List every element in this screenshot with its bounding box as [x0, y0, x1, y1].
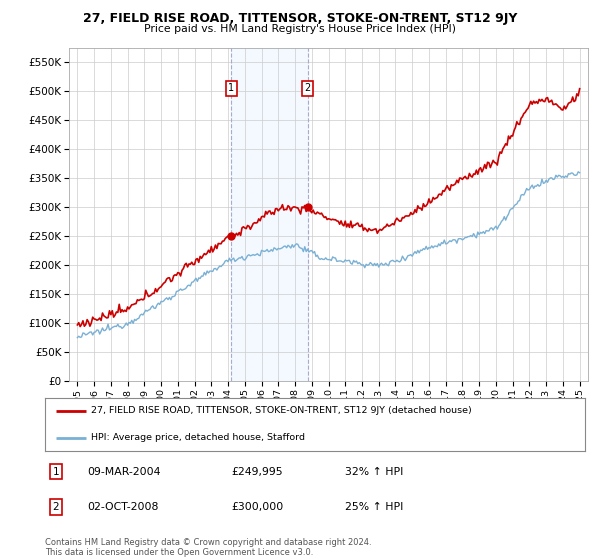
- Text: 32% ↑ HPI: 32% ↑ HPI: [345, 466, 403, 477]
- Text: 2: 2: [52, 502, 59, 512]
- Text: Contains HM Land Registry data © Crown copyright and database right 2024.
This d: Contains HM Land Registry data © Crown c…: [45, 538, 371, 557]
- Text: 25% ↑ HPI: 25% ↑ HPI: [345, 502, 403, 512]
- Text: 27, FIELD RISE ROAD, TITTENSOR, STOKE-ON-TRENT, ST12 9JY (detached house): 27, FIELD RISE ROAD, TITTENSOR, STOKE-ON…: [91, 407, 472, 416]
- Text: 2: 2: [304, 83, 311, 93]
- Text: 27, FIELD RISE ROAD, TITTENSOR, STOKE-ON-TRENT, ST12 9JY: 27, FIELD RISE ROAD, TITTENSOR, STOKE-ON…: [83, 12, 517, 25]
- Text: 09-MAR-2004: 09-MAR-2004: [87, 466, 161, 477]
- Text: 02-OCT-2008: 02-OCT-2008: [87, 502, 158, 512]
- Text: £249,995: £249,995: [231, 466, 283, 477]
- Text: 1: 1: [52, 466, 59, 477]
- Text: 1: 1: [228, 83, 234, 93]
- Text: £300,000: £300,000: [231, 502, 283, 512]
- Bar: [231, 48, 308, 381]
- Text: HPI: Average price, detached house, Stafford: HPI: Average price, detached house, Staf…: [91, 433, 305, 442]
- Text: Price paid vs. HM Land Registry's House Price Index (HPI): Price paid vs. HM Land Registry's House …: [144, 24, 456, 34]
